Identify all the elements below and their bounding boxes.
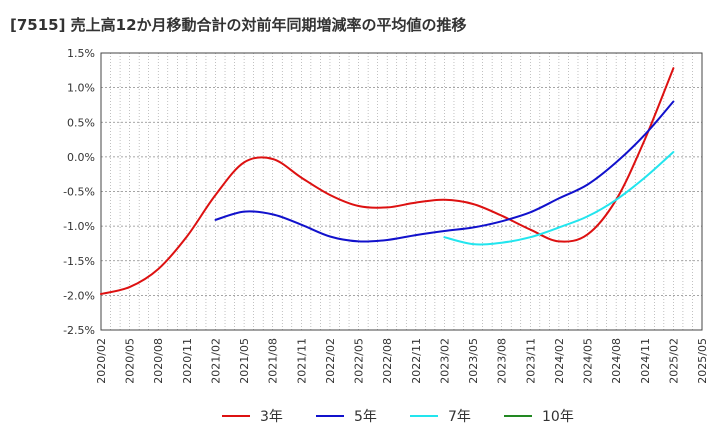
x-tick-label: 2021/05	[238, 338, 251, 384]
legend: 3年 5年 7年 10年	[0, 404, 720, 428]
legend-item: 10年	[504, 404, 574, 428]
x-tick-label: 2023/05	[467, 338, 480, 384]
y-tick-label: 0.0%	[67, 151, 95, 164]
x-tick-label: 2021/11	[295, 338, 308, 384]
x-tick-label: 2024/02	[553, 338, 566, 384]
y-tick-label: -1.0%	[63, 220, 95, 233]
plot-frame	[100, 52, 703, 331]
x-tick-label: 2020/05	[124, 338, 137, 384]
x-tick-label: 2025/05	[696, 338, 709, 384]
x-tick-label: 2025/02	[667, 338, 680, 384]
legend-item: 3年	[222, 404, 283, 428]
x-tick-label: 2020/08	[152, 338, 165, 384]
x-tick-label: 2023/08	[496, 338, 509, 384]
x-tick-label: 2020/02	[95, 338, 108, 384]
y-tick-label: -2.0%	[63, 289, 95, 302]
axes	[100, 52, 703, 331]
legend-swatch	[410, 415, 438, 417]
legend-swatch	[504, 415, 532, 417]
series-line-1	[214, 100, 675, 243]
x-tick-label: 2023/11	[524, 338, 537, 384]
legend-label: 5年	[354, 409, 377, 425]
legend-item: 7年	[410, 404, 471, 428]
x-tick-label: 2024/11	[639, 338, 652, 384]
legend-label: 10年	[542, 409, 574, 425]
legend-item: 5年	[316, 404, 377, 428]
x-tick-label: 2023/02	[438, 338, 451, 384]
y-tick-label: 1.0%	[67, 82, 95, 95]
series-line-0	[100, 67, 675, 295]
grid-lines	[100, 52, 703, 331]
series-lines	[100, 67, 675, 295]
series-line-2	[443, 151, 675, 246]
y-tick-label: 0.5%	[67, 116, 95, 129]
tick-labels: 1.5% 1.0% 0.5% 0.0% -0.5% -1.0% -1.5% -2.0% -2.5…	[63, 47, 709, 384]
legend-swatch	[316, 415, 344, 417]
x-tick-label: 2022/05	[353, 338, 366, 384]
y-tick-label: -1.5%	[63, 255, 95, 268]
x-tick-label: 2022/02	[324, 338, 337, 384]
x-tick-label: 2021/08	[267, 338, 280, 384]
x-tick-label: 2022/08	[381, 338, 394, 384]
x-tick-label: 2022/11	[410, 338, 423, 384]
x-tick-label: 2024/05	[582, 338, 595, 384]
x-tick-label: 2020/11	[181, 338, 194, 384]
x-tick-label: 2021/02	[209, 338, 222, 384]
y-tick-label: -0.5%	[63, 186, 95, 199]
legend-label: 3年	[260, 409, 283, 425]
y-tick-label: -2.5%	[63, 324, 95, 337]
legend-swatch	[222, 415, 250, 417]
x-tick-label: 2024/08	[610, 338, 623, 384]
chart-title: [7515] 売上高12か月移動合計の対前年同期増減率の平均値の推移	[10, 16, 467, 34]
legend-label: 7年	[448, 409, 471, 425]
y-tick-label: 1.5%	[67, 47, 95, 60]
